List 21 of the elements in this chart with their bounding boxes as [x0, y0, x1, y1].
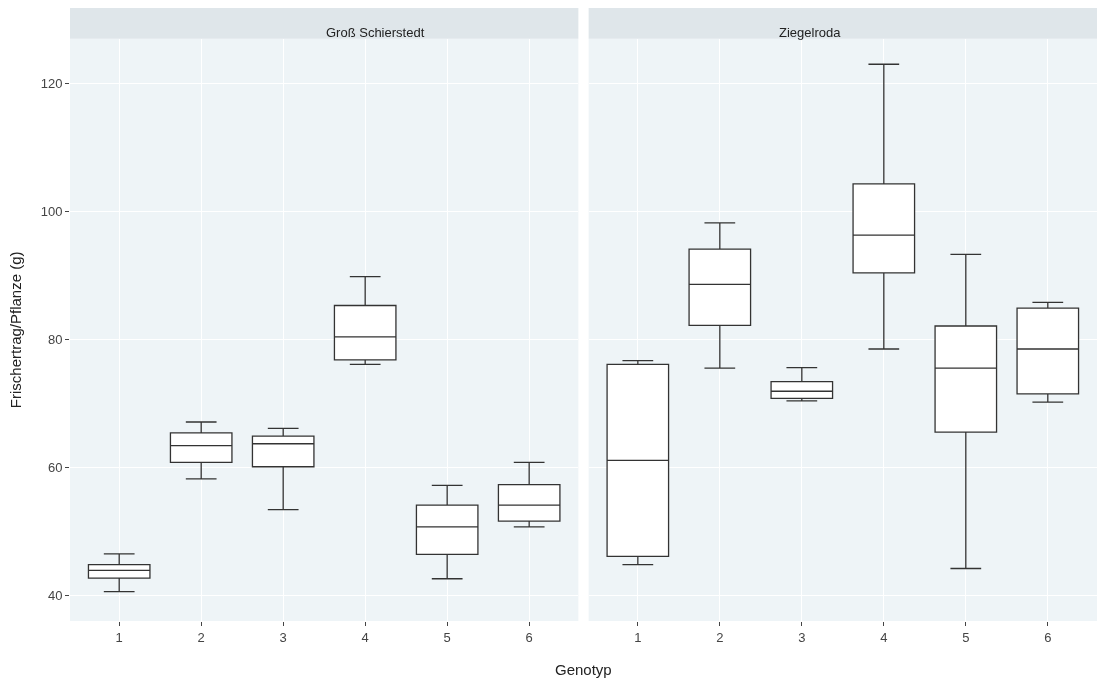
y-tick-label: 60 [47, 459, 63, 475]
x-tick-label: 5 [443, 629, 451, 645]
chart-title: Groß Schierstedt [326, 25, 425, 40]
x-tick-label: 4 [880, 629, 888, 645]
x-tick-label: 6 [1044, 629, 1052, 645]
x-axis-title: Genotyp [555, 661, 612, 678]
y-tick-label: 40 [47, 587, 63, 603]
y-tick-label: 120 [40, 76, 63, 91]
x-tick-label: 3 [798, 629, 806, 645]
chart-title: Ziegelroda [779, 25, 842, 40]
x-tick-label: 3 [279, 629, 287, 645]
x-tick-label: 2 [716, 629, 724, 645]
x-tick-label: 2 [197, 629, 205, 645]
x-tick-label: 5 [962, 629, 970, 645]
x-tick-label: 4 [361, 629, 369, 645]
y-axis-title: Frischertrag/Pflanze (g) [6, 251, 24, 409]
x-tick-label: 6 [525, 629, 533, 645]
x-tick-label: 1 [634, 629, 642, 645]
y-tick-label: 100 [40, 203, 63, 219]
x-tick-label: 1 [115, 629, 123, 645]
y-tick-label: 80 [47, 331, 63, 347]
